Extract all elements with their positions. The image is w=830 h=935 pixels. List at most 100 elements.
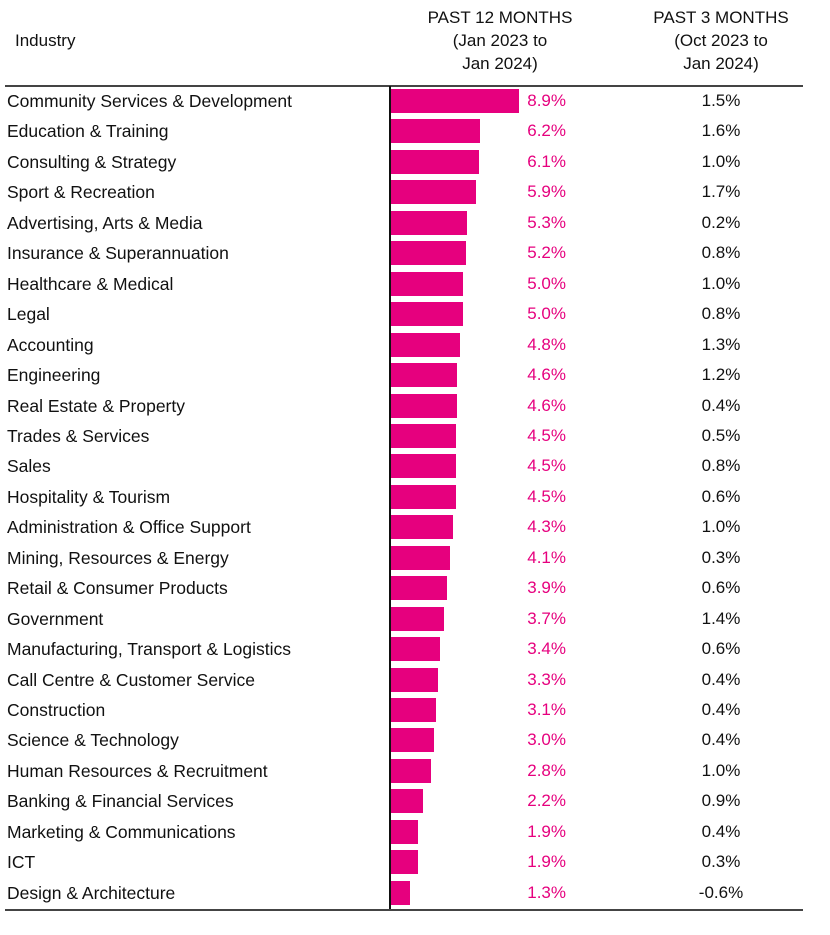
industry-label: Trades & Services (7, 425, 150, 446)
table-row: Design & Architecture 1.3% -0.6% (0, 878, 830, 908)
header-divider (5, 85, 803, 87)
industry-label: Sales (7, 456, 51, 477)
bar-past-12-months (391, 423, 456, 448)
value-past-3-months: 1.2% (701, 365, 741, 385)
industry-label: Real Estate & Property (7, 395, 185, 416)
value-past-12-months: 8.9% (527, 91, 566, 110)
bar-past-12-months (391, 484, 456, 509)
table-row: Education & Training 6.2% 1.6% (0, 116, 830, 146)
value-past-12-months: 4.6% (527, 395, 566, 415)
value-past-3-months: 1.5% (701, 91, 741, 110)
table-row: Real Estate & Property 4.6% 0.4% (0, 391, 830, 421)
value-past-12-months: 4.5% (527, 425, 566, 445)
value-past-3-months: 0.4% (701, 730, 741, 750)
value-past-3-months: 1.0% (701, 517, 741, 537)
bar-past-12-months (391, 698, 436, 722)
value-past-3-months: 1.7% (701, 182, 741, 202)
value-past-3-months: 0.4% (701, 669, 741, 689)
table-row: Sales 4.5% 0.8% (0, 451, 830, 481)
bar-past-12-months (391, 667, 439, 692)
bar-past-12-months (391, 789, 423, 814)
value-past-3-months: 0.2% (701, 212, 741, 232)
bar-past-12-months (391, 210, 468, 235)
industry-label: ICT (7, 852, 36, 873)
value-past-3-months: 0.3% (701, 852, 741, 872)
table-row: Trades & Services 4.5% 0.5% (0, 421, 830, 451)
table-row: Call Centre & Customer Service 3.3% 0.4% (0, 665, 830, 695)
value-past-3-months: 0.9% (701, 791, 741, 811)
value-past-3-months: 0.5% (701, 425, 741, 445)
industry-label: Retail & Consumer Products (7, 578, 228, 599)
value-past-3-months: 0.8% (701, 456, 741, 476)
value-past-3-months: 1.6% (701, 121, 741, 141)
value-past-3-months: 0.8% (701, 304, 741, 324)
value-past-12-months: 4.5% (527, 486, 566, 506)
value-past-12-months: 6.2% (527, 121, 566, 141)
table-row: ICT 1.9% 0.3% (0, 847, 830, 877)
table-row: Hospitality & Tourism 4.5% 0.6% (0, 482, 830, 512)
industry-label: Science & Technology (7, 730, 179, 751)
industry-label: Healthcare & Medical (7, 273, 174, 294)
value-past-12-months: 4.5% (527, 456, 566, 476)
industry-label: Administration & Office Support (7, 517, 251, 538)
industry-label: Construction (7, 700, 106, 720)
industry-label: Accounting (7, 334, 94, 355)
table-row: Insurance & Superannuation 5.2% 0.8% (0, 238, 830, 268)
bar-past-12-months (391, 332, 461, 357)
value-past-3-months: 1.3% (701, 334, 741, 354)
value-past-12-months: 5.0% (527, 273, 566, 293)
header-past12-line2: (Jan 2023 to (452, 31, 548, 50)
table-row: Retail & Consumer Products 3.9% 0.6% (0, 573, 830, 603)
table-row: Science & Technology 3.0% 0.4% (0, 725, 830, 755)
table-row: Accounting 4.8% 1.3% (0, 330, 830, 360)
industry-label: Manufacturing, Transport & Logistics (7, 639, 292, 660)
bar-past-12-months (391, 393, 458, 418)
industry-label: Insurance & Superannuation (7, 243, 229, 264)
value-past-12-months: 4.6% (527, 365, 566, 385)
table-row: Healthcare & Medical 5.0% 1.0% (0, 269, 830, 299)
header-past12-line3: Jan 2024) (462, 54, 538, 73)
value-past-12-months: 3.0% (527, 730, 566, 750)
bar-past-12-months (391, 545, 450, 570)
table-row: Community Services & Development 8.9% 1.5% (0, 86, 830, 116)
industry-label: Mining, Resources & Energy (7, 547, 229, 568)
bar-past-12-months (391, 880, 410, 905)
industry-label: Education & Training (7, 121, 169, 142)
value-past-12-months: 5.2% (527, 243, 566, 263)
industry-label: Banking & Financial Services (7, 791, 234, 812)
value-past-3-months: 0.6% (701, 639, 741, 659)
table-row: Construction 3.1% 0.4% (0, 695, 830, 725)
industry-label: Government (7, 608, 104, 629)
bar-past-12-months (391, 302, 463, 327)
bar-past-12-months (391, 180, 476, 205)
industry-label: Hospitality & Tourism (7, 486, 171, 507)
industry-label: Marketing & Communications (7, 821, 236, 842)
bar-past-12-months (391, 149, 479, 174)
bottom-divider (5, 909, 803, 911)
table-row: Human Resources & Recruitment 2.8% 1.0% (0, 756, 830, 786)
bar-past-12-months (391, 363, 458, 388)
table-row: Engineering 4.6% 1.2% (0, 360, 830, 390)
value-past-3-months: 0.3% (701, 547, 741, 567)
header-past3-line1: PAST 3 MONTHS (653, 8, 789, 27)
table-row: Mining, Resources & Energy 4.1% 0.3% (0, 543, 830, 573)
value-past-12-months: 2.2% (527, 791, 566, 811)
value-past-12-months: 6.1% (527, 151, 566, 171)
industry-label: Consulting & Strategy (7, 151, 177, 172)
bar-past-12-months (391, 758, 432, 783)
bar-past-12-months (391, 454, 456, 479)
bar-past-12-months (391, 576, 448, 601)
industry-label: Design & Architecture (7, 882, 176, 903)
header-past3-line2: (Oct 2023 to (674, 31, 768, 50)
table-row: Government 3.7% 1.4% (0, 604, 830, 634)
value-past-12-months: 1.9% (527, 852, 566, 872)
value-past-3-months: 1.0% (701, 760, 741, 780)
bar-past-12-months (391, 119, 481, 144)
value-past-3-months: 0.4% (701, 700, 741, 719)
industry-label: Advertising, Arts & Media (7, 212, 203, 233)
industry-label: Community Services & Development (7, 91, 292, 111)
value-past-12-months: 1.9% (527, 821, 566, 841)
value-past-3-months: 1.0% (701, 273, 741, 293)
value-past-12-months: 5.9% (527, 182, 566, 202)
